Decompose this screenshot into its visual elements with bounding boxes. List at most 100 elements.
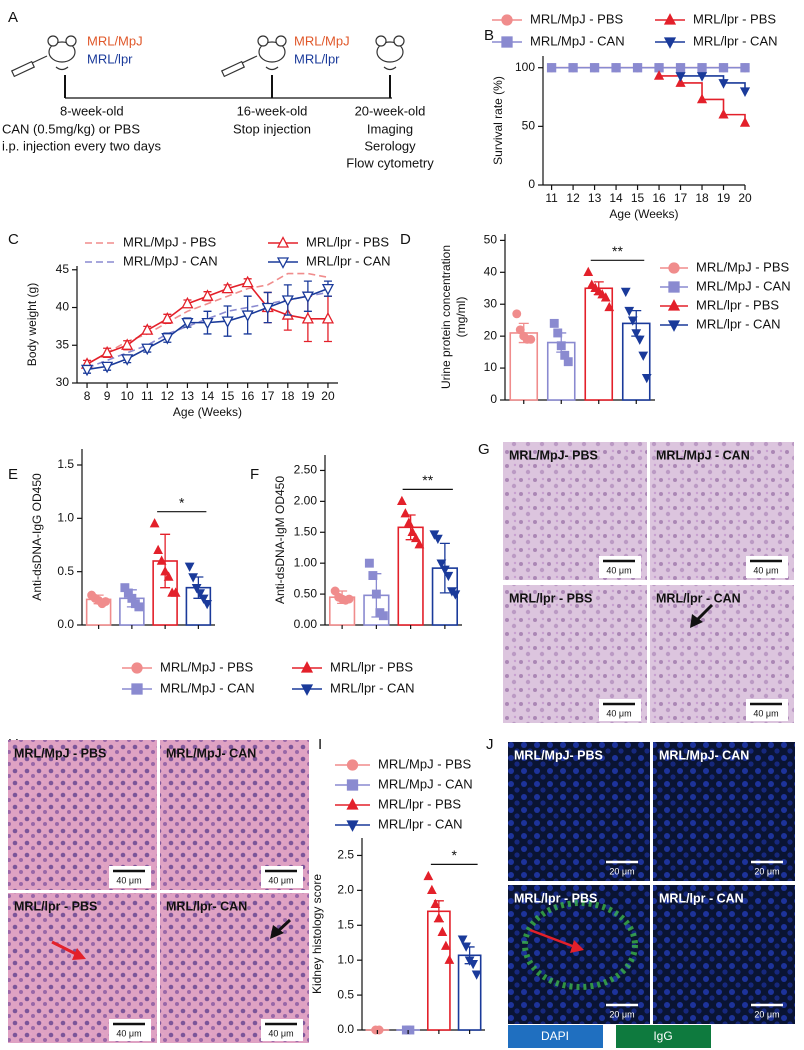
marker xyxy=(624,306,635,317)
marker xyxy=(101,345,114,358)
x-tick-label: 14 xyxy=(201,389,215,403)
marker xyxy=(568,63,578,73)
micrograph-texture xyxy=(508,742,650,881)
panel-label: C xyxy=(8,231,19,248)
marker xyxy=(241,310,254,322)
x-tick-label: 14 xyxy=(609,191,623,205)
micrograph-label: MRL/lpr - CAN xyxy=(659,891,744,905)
scale-label: 20 μm xyxy=(609,1009,634,1019)
legend-label: MRL/lpr - CAN xyxy=(330,680,415,695)
y-tick-label: 50 xyxy=(484,233,498,247)
igg-signal xyxy=(522,900,638,990)
marker xyxy=(414,539,425,549)
y-tick-label: 0.50 xyxy=(294,586,318,600)
x-tick-label: 10 xyxy=(121,389,135,403)
marker xyxy=(276,236,290,248)
y-axis-label: Survival rate (%) xyxy=(491,76,505,165)
timepoint-label: 16-week-old xyxy=(237,103,308,118)
marker xyxy=(364,558,374,568)
micrograph-texture xyxy=(8,740,157,890)
bar xyxy=(457,954,482,1031)
marker xyxy=(471,970,482,980)
marker xyxy=(437,926,448,936)
y-tick-label: 0.00 xyxy=(294,617,318,631)
marker xyxy=(549,318,559,328)
y-tick-label: 0 xyxy=(528,177,535,191)
legend-label: MRL/MpJ - CAN xyxy=(696,278,791,293)
marker xyxy=(718,63,729,73)
y-tick-label: 0.0 xyxy=(337,1022,354,1036)
y-axis-label: Body weight (g) xyxy=(25,283,39,366)
strain-label: MRL/MpJ xyxy=(294,33,350,48)
y-tick-label: 2.50 xyxy=(294,463,318,477)
marker xyxy=(620,287,631,298)
panel-label: I xyxy=(318,736,322,753)
significance-label: * xyxy=(452,847,458,863)
scale-label: 20 μm xyxy=(754,1009,779,1019)
legend-label: MRL/MpJ - CAN xyxy=(160,680,255,695)
y-axis-label: (mg/ml) xyxy=(454,297,468,338)
y-tick-label: 0.5 xyxy=(337,987,354,1001)
x-tick-label: 20 xyxy=(321,389,335,403)
marker xyxy=(600,292,611,302)
marker xyxy=(432,534,443,545)
marker xyxy=(201,317,214,330)
micrograph-texture xyxy=(508,885,650,1024)
x-axis-label: Age (Weeks) xyxy=(609,207,678,221)
marker xyxy=(131,683,143,695)
x-tick-label: 18 xyxy=(695,191,709,205)
marker xyxy=(696,72,708,82)
x-tick-label: 12 xyxy=(566,191,580,205)
marker xyxy=(371,589,381,599)
marker xyxy=(627,316,638,326)
strain-label: MRL/lpr xyxy=(87,51,133,66)
micrograph-label: MRL/lpr - PBS xyxy=(14,899,97,913)
marker xyxy=(512,309,522,319)
significance-label: ** xyxy=(422,472,433,488)
x-tick-label: 11 xyxy=(141,389,154,403)
marker xyxy=(160,566,171,576)
timepoint-note: Stop injection xyxy=(233,121,311,136)
marker xyxy=(718,79,729,89)
panel-label: B xyxy=(484,27,494,44)
marker xyxy=(170,587,181,597)
marker xyxy=(405,1025,415,1035)
marker xyxy=(300,684,314,696)
marker xyxy=(346,798,359,810)
marker xyxy=(184,562,195,572)
timepoint-note: CAN (0.5mg/kg) or PBS xyxy=(2,121,140,136)
scale-label: 40 μm xyxy=(268,875,293,885)
legend-label: MRL/MpJ - PBS xyxy=(530,11,624,26)
micrograph-label: MRL/lpr - PBS xyxy=(509,591,592,605)
marker xyxy=(400,508,411,518)
marker xyxy=(739,117,751,127)
micrograph-label: MRL/MpJ - CAN xyxy=(656,448,750,462)
micrograph-label: MRL/lpr - CAN xyxy=(656,591,741,605)
legend-label: MRL/MpJ - PBS xyxy=(696,259,790,274)
significance-label: ** xyxy=(612,243,623,259)
y-tick-label: 30 xyxy=(484,296,498,310)
marker xyxy=(346,759,359,771)
marker xyxy=(663,13,677,25)
panel-label: A xyxy=(8,9,18,26)
strain-label: MRL/lpr xyxy=(294,51,340,66)
marker xyxy=(301,311,314,324)
y-tick-label: 40 xyxy=(56,300,70,314)
y-tick-label: 40 xyxy=(484,264,498,278)
marker xyxy=(121,354,134,366)
marker xyxy=(667,320,681,332)
x-tick-label: 20 xyxy=(738,191,752,205)
x-tick-label: 8 xyxy=(84,389,91,403)
micrograph-texture xyxy=(653,742,795,881)
marker xyxy=(740,63,750,73)
scale-label: 20 μm xyxy=(609,866,634,876)
mouse-icons xyxy=(10,35,405,99)
legend-label: MRL/MpJ - CAN xyxy=(530,33,625,48)
scale-label: 20 μm xyxy=(754,866,779,876)
marker xyxy=(80,364,94,377)
timepoint-note: Flow cytometry xyxy=(346,155,434,170)
x-axis-label: Age (Weeks) xyxy=(173,405,242,419)
marker xyxy=(346,779,359,791)
y-tick-label: 1.00 xyxy=(294,555,318,569)
timepoint-label: 8-week-old xyxy=(60,103,124,118)
